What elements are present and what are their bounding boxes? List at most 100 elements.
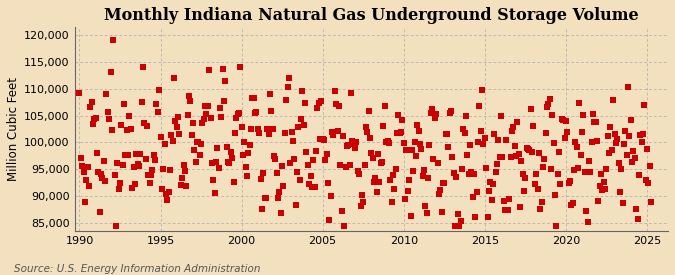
Point (493, 138, 504, 143)
Point (194, 153, 205, 158)
Point (629, 155, 640, 160)
Point (148, 152, 159, 157)
Point (169, 76, 180, 80)
Point (190, 160, 201, 164)
Point (207, 161, 217, 166)
Point (582, 220, 593, 224)
Point (424, 143, 435, 147)
Point (404, 178, 414, 183)
Point (140, 157, 151, 161)
Point (127, 185, 138, 190)
Point (545, 167, 556, 171)
Point (435, 188, 446, 192)
Point (115, 180, 126, 185)
Point (231, 116, 242, 120)
Point (289, 157, 300, 162)
Point (614, 190, 625, 194)
Point (320, 158, 331, 163)
Point (618, 142, 629, 146)
Point (256, 207, 267, 211)
Point (227, 155, 238, 160)
Point (258, 171, 269, 175)
Point (348, 142, 359, 146)
Point (144, 181, 155, 186)
Point (232, 112, 243, 116)
Point (382, 139, 393, 143)
Point (305, 174, 316, 178)
Point (328, 132, 339, 137)
Point (246, 127, 256, 131)
Point (139, 121, 150, 125)
Point (374, 180, 385, 184)
Point (205, 116, 216, 121)
Point (131, 152, 142, 157)
Point (536, 200, 547, 205)
Point (217, 67, 228, 71)
Point (281, 98, 292, 103)
Point (409, 140, 420, 144)
Point (605, 125, 616, 129)
Point (498, 199, 509, 204)
Point (522, 147, 533, 152)
Point (427, 106, 437, 111)
Point (532, 186, 543, 191)
Point (304, 182, 315, 186)
Point (593, 199, 603, 203)
Point (150, 158, 161, 162)
Point (443, 145, 454, 149)
Point (509, 144, 520, 148)
Point (343, 142, 354, 147)
Point (347, 139, 358, 144)
Point (373, 152, 383, 156)
Point (235, 65, 246, 69)
Point (472, 140, 483, 144)
Point (571, 144, 582, 149)
Point (479, 136, 490, 140)
Point (163, 190, 174, 194)
Point (485, 179, 495, 184)
Point (225, 150, 236, 154)
Point (598, 180, 609, 185)
Point (396, 130, 406, 134)
Point (273, 196, 284, 200)
Point (359, 163, 370, 168)
Point (284, 76, 294, 81)
Point (219, 99, 230, 103)
Point (100, 178, 111, 183)
Point (392, 131, 402, 136)
Point (633, 173, 644, 177)
Point (186, 133, 197, 137)
Point (339, 224, 350, 228)
Title: Monthly Indiana Natural Gas Underground Storage Volume: Monthly Indiana Natural Gas Underground … (104, 7, 639, 24)
Point (568, 168, 579, 172)
Point (502, 208, 513, 212)
Point (200, 104, 211, 108)
Point (632, 216, 643, 221)
Point (486, 197, 497, 202)
Point (208, 178, 219, 182)
Point (108, 38, 119, 43)
Point (101, 91, 112, 96)
Point (489, 132, 500, 136)
Point (170, 119, 181, 123)
Point (428, 157, 439, 161)
Point (300, 101, 310, 105)
Point (383, 141, 394, 145)
Point (290, 203, 301, 208)
Point (505, 155, 516, 160)
Point (524, 147, 535, 152)
Point (379, 104, 390, 109)
Point (387, 173, 398, 178)
Point (354, 172, 364, 176)
Point (437, 181, 448, 185)
Point (626, 160, 637, 164)
Point (151, 102, 162, 107)
Point (247, 95, 258, 100)
Point (309, 185, 320, 189)
Point (377, 160, 387, 164)
Point (261, 196, 271, 200)
Point (213, 166, 224, 170)
Point (107, 128, 117, 132)
Point (414, 142, 425, 146)
Point (500, 208, 510, 212)
